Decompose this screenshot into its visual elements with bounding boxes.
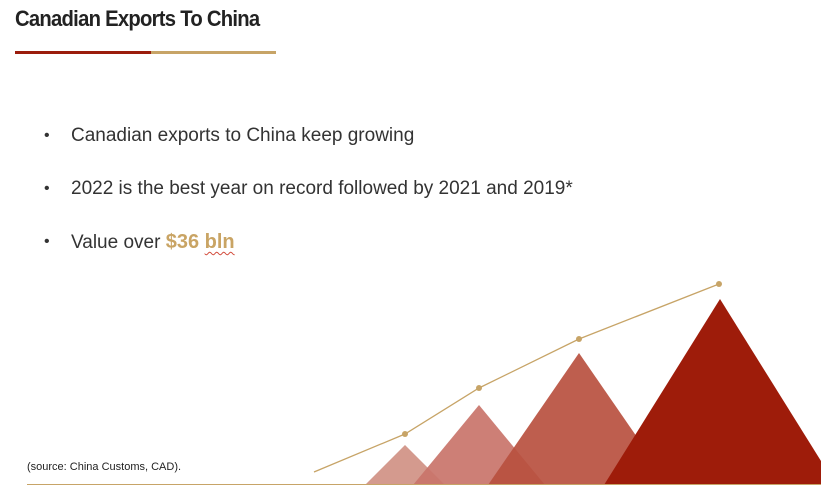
bullet-list: • Canadian exports to China keep growing… [44, 122, 573, 281]
export-value-unit: bln [204, 231, 235, 253]
export-value-highlight: $36 bln [166, 231, 235, 253]
bullet-dot-icon: • [44, 180, 50, 197]
bottom-rule [27, 484, 821, 485]
title-underline [15, 51, 276, 54]
source-note: (source: China Customs, CAD). [27, 461, 182, 473]
trend-point [402, 431, 408, 437]
slide-title: Canadian Exports To China [15, 6, 260, 31]
title-underline-gold-segment [151, 51, 276, 54]
bullet-dot-icon: • [44, 127, 50, 144]
bullet-text: 2022 is the best year on record followed… [71, 178, 573, 199]
peak-4 [604, 299, 821, 485]
trend-point [476, 385, 482, 391]
bullet-item-record-year: • 2022 is the best year on record follow… [44, 175, 573, 228]
trend-point [716, 281, 722, 287]
title-underline-red-segment [15, 51, 151, 54]
bullet-dot-icon: • [44, 233, 50, 250]
bullet-prefix: Value over [71, 232, 166, 253]
export-value-amount: $36 [165, 231, 200, 253]
peak-3 [488, 353, 670, 485]
trend-point [576, 336, 582, 342]
bullet-item-value: • Value over $36 bln [44, 228, 573, 281]
bullet-item-growth: • Canadian exports to China keep growing [44, 122, 573, 175]
bullet-text: Canadian exports to China keep growing [71, 125, 415, 146]
